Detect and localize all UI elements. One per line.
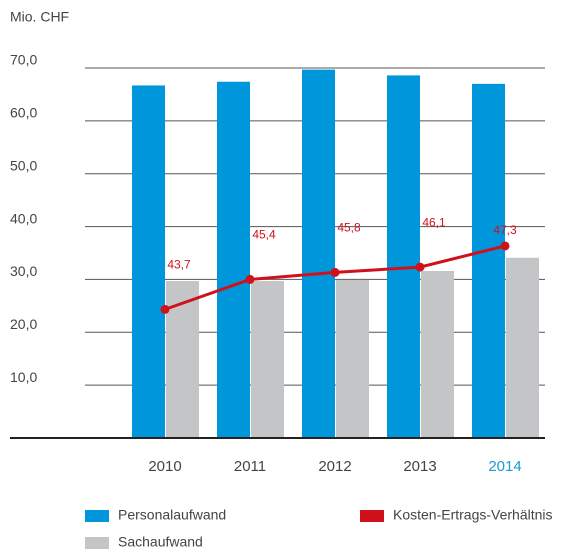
bar [217,81,250,438]
line-point [415,262,425,272]
y-tick-label: 30,0 [10,263,37,279]
y-tick-label: 20,0 [10,316,37,332]
bar [302,69,335,438]
data-label: 45,8 [337,221,361,235]
x-tick-label: 2010 [148,458,181,475]
legend-label: Kosten-Ertrags-Verhältnis [393,507,553,523]
bar [251,281,284,438]
y-axis-label: Mio. CHF [10,9,69,25]
bar [421,270,454,438]
legend-swatch [85,510,109,522]
y-tick-label: 10,0 [10,369,37,385]
bar [472,83,505,438]
x-tick-label: 2013 [403,458,436,475]
data-label: 43,7 [167,258,191,272]
line-point [330,267,340,277]
bar [506,257,539,438]
legend-swatch [85,537,109,549]
line-point [160,304,170,314]
x-tick-label: 2012 [318,458,351,475]
bar [387,75,420,439]
bar [132,85,165,438]
data-label: 46,1 [422,215,446,229]
y-tick-label: 50,0 [10,157,37,173]
legend-swatch [360,510,384,522]
legend-label: Sachaufwand [118,534,203,550]
line-point [500,241,510,251]
y-tick-label: 40,0 [10,210,37,226]
data-label: 47,3 [493,223,517,237]
y-tick-label: 70,0 [10,52,37,68]
data-label: 45,4 [252,228,276,242]
bar [336,279,369,438]
x-tick-label: 2011 [234,458,266,475]
legend-label: Personalaufwand [118,507,226,523]
x-tick-label: 2014 [488,458,521,475]
y-tick-label: 60,0 [10,105,37,121]
line-point [245,274,255,284]
